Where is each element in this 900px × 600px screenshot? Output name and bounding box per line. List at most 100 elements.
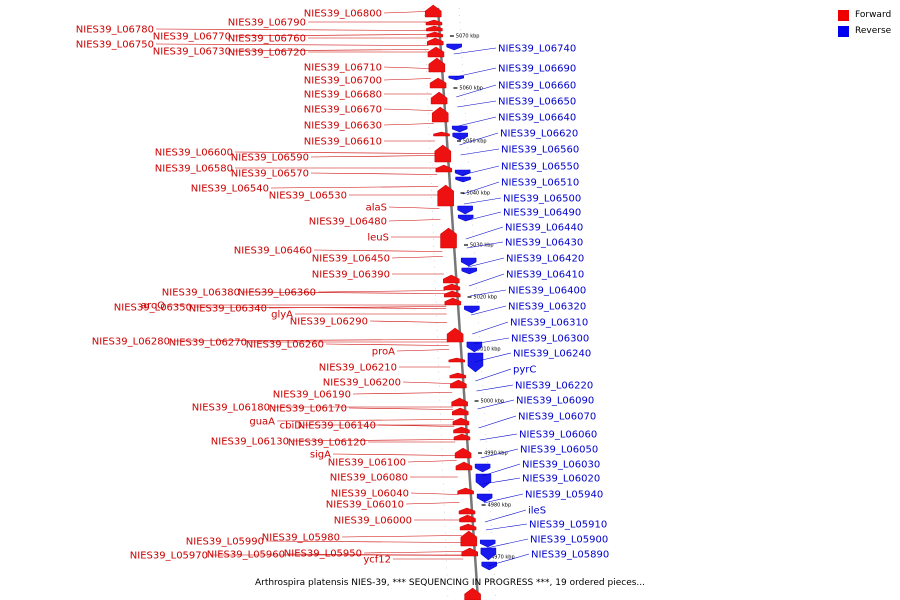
reverse-gene-label[interactable]: NIES39_L06550 bbox=[501, 162, 579, 173]
forward-gene-label[interactable]: NIES39_L06580 bbox=[155, 164, 233, 175]
forward-gene-label[interactable]: NIES39_L06530 bbox=[269, 191, 347, 202]
reverse-gene-label[interactable]: NIES39_L06420 bbox=[506, 254, 584, 265]
reverse-gene-arrow[interactable] bbox=[452, 132, 468, 141]
forward-gene-label[interactable]: NIES39_L05970 bbox=[130, 551, 208, 562]
reverse-gene-label[interactable]: NIES39_L06410 bbox=[506, 270, 584, 281]
reverse-gene-arrow[interactable] bbox=[481, 561, 497, 571]
reverse-gene-label[interactable]: ileS bbox=[528, 506, 546, 517]
reverse-gene-label[interactable]: NIES39_L06740 bbox=[498, 44, 576, 55]
forward-gene-arrow[interactable] bbox=[444, 297, 462, 306]
forward-gene-label[interactable]: NIES39_L06720 bbox=[228, 48, 306, 59]
forward-gene-arrow[interactable] bbox=[434, 144, 452, 163]
reverse-gene-label[interactable]: NIES39_L06430 bbox=[505, 238, 583, 249]
forward-gene-label[interactable]: NIES39_L06270 bbox=[169, 338, 247, 349]
forward-gene-label[interactable]: NIES39_L06540 bbox=[191, 184, 269, 195]
forward-gene-label[interactable]: NIES39_L06140 bbox=[298, 421, 376, 432]
forward-gene-label[interactable]: NIES39_L06750 bbox=[76, 40, 154, 51]
forward-gene-label[interactable]: NIES39_L06180 bbox=[192, 403, 270, 414]
forward-gene-label[interactable]: aroQ bbox=[141, 301, 165, 312]
reverse-gene-label[interactable]: NIES39_L06020 bbox=[522, 474, 600, 485]
forward-gene-arrow[interactable] bbox=[431, 106, 449, 123]
forward-gene-arrow[interactable] bbox=[446, 327, 464, 343]
reverse-gene-label[interactable]: NIES39_L05890 bbox=[531, 550, 609, 561]
forward-gene-arrow[interactable] bbox=[428, 57, 446, 73]
forward-gene-label[interactable]: ycf12 bbox=[363, 555, 391, 566]
reverse-gene-label[interactable]: NIES39_L06310 bbox=[510, 318, 588, 329]
forward-gene-arrow[interactable] bbox=[461, 547, 479, 557]
reverse-gene-label[interactable]: NIES39_L06400 bbox=[508, 286, 586, 297]
forward-gene-label[interactable]: NIES39_L06390 bbox=[312, 270, 390, 281]
reverse-gene-label[interactable]: pyrC bbox=[513, 365, 536, 376]
forward-gene-arrow[interactable] bbox=[460, 530, 478, 547]
forward-gene-label[interactable]: NIES39_L06790 bbox=[228, 18, 306, 29]
reverse-gene-arrow[interactable] bbox=[460, 257, 477, 267]
forward-gene-label[interactable]: NIES39_L06100 bbox=[328, 458, 406, 469]
forward-gene-label[interactable]: NIES39_L06670 bbox=[304, 105, 382, 116]
forward-gene-label[interactable]: NIES39_L06700 bbox=[304, 76, 382, 87]
forward-gene-label[interactable]: NIES39_L06200 bbox=[323, 378, 401, 389]
forward-gene-label[interactable]: NIES39_L06600 bbox=[155, 148, 233, 159]
reverse-gene-label[interactable]: NIES39_L06490 bbox=[503, 208, 581, 219]
reverse-gene-label[interactable]: NIES39_L06090 bbox=[516, 396, 594, 407]
reverse-gene-label[interactable]: NIES39_L06300 bbox=[511, 334, 589, 345]
forward-gene-label[interactable]: proA bbox=[372, 347, 395, 358]
forward-gene-label[interactable]: NIES39_L06760 bbox=[228, 34, 306, 45]
reverse-gene-arrow[interactable] bbox=[467, 352, 484, 373]
reverse-gene-label[interactable]: NIES39_L06240 bbox=[513, 349, 591, 360]
forward-gene-label[interactable]: NIES39_L06290 bbox=[290, 317, 368, 328]
forward-gene-label[interactable]: NIES39_L06730 bbox=[153, 47, 231, 58]
gene-labels[interactable]: NIES39_L06800NIES39_L06790NIES39_L06780N… bbox=[76, 9, 609, 566]
forward-gene-arrow[interactable] bbox=[448, 357, 466, 363]
forward-gene-label[interactable]: NIES39_L06380 bbox=[162, 288, 240, 299]
forward-gene-arrow[interactable] bbox=[459, 514, 476, 523]
reverse-gene-arrow[interactable] bbox=[446, 43, 462, 51]
forward-gene-label[interactable]: NIES39_L05960 bbox=[207, 550, 285, 561]
forward-gene-label[interactable]: NIES39_L05990 bbox=[186, 537, 264, 548]
reverse-gene-arrow[interactable] bbox=[480, 547, 497, 561]
forward-gene-arrow[interactable] bbox=[457, 487, 474, 495]
forward-gene-label[interactable]: NIES39_L06340 bbox=[189, 304, 267, 315]
forward-gene-label[interactable]: NIES39_L06460 bbox=[234, 246, 312, 257]
forward-gene-label[interactable]: NIES39_L06770 bbox=[153, 32, 231, 43]
forward-gene-arrow[interactable] bbox=[443, 274, 460, 284]
reverse-gene-label[interactable]: NIES39_L05910 bbox=[529, 520, 607, 531]
reverse-gene-label[interactable]: NIES39_L06050 bbox=[520, 445, 598, 456]
forward-gene-label[interactable]: NIES39_L06710 bbox=[304, 63, 382, 74]
forward-gene-arrow[interactable] bbox=[440, 227, 457, 249]
forward-gene-label[interactable]: NIES39_L06780 bbox=[76, 25, 154, 36]
forward-gene-label[interactable]: NIES39_L06260 bbox=[246, 340, 324, 351]
reverse-gene-arrow[interactable] bbox=[475, 473, 492, 489]
forward-gene-label[interactable]: NIES39_L06120 bbox=[288, 438, 366, 449]
forward-gene-label[interactable]: guaA bbox=[249, 417, 275, 428]
reverse-gene-arrow[interactable] bbox=[454, 169, 471, 177]
forward-gene-arrow[interactable] bbox=[437, 184, 454, 207]
forward-gene-label[interactable]: NIES39_L06010 bbox=[326, 500, 404, 511]
forward-gene-label[interactable]: NIES39_L06350 bbox=[114, 303, 192, 314]
forward-gene-label[interactable]: NIES39_L05980 bbox=[262, 533, 340, 544]
forward-gene-label[interactable]: NIES39_L06280 bbox=[92, 337, 170, 348]
reverse-gene-label[interactable]: NIES39_L06690 bbox=[498, 64, 576, 75]
reverse-gene-label[interactable]: NIES39_L05940 bbox=[525, 490, 603, 501]
forward-gene-arrow[interactable] bbox=[433, 131, 450, 137]
forward-gene-label[interactable]: NIES39_L06800 bbox=[304, 9, 382, 20]
forward-gene-arrow[interactable] bbox=[430, 91, 448, 105]
reverse-gene-label[interactable]: NIES39_L06320 bbox=[508, 302, 586, 313]
forward-gene-label[interactable]: leuS bbox=[367, 233, 389, 244]
forward-gene-arrow[interactable] bbox=[426, 25, 443, 32]
reverse-gene-label[interactable]: NIES39_L06440 bbox=[505, 223, 583, 234]
forward-gene-arrow[interactable] bbox=[454, 447, 472, 459]
forward-gene-arrow[interactable] bbox=[443, 283, 461, 291]
forward-gene-label[interactable]: NIES39_L06480 bbox=[309, 217, 387, 228]
forward-gene-arrow[interactable] bbox=[435, 164, 453, 173]
reverse-gene-label[interactable]: NIES39_L06030 bbox=[522, 460, 600, 471]
reverse-gene-arrow[interactable] bbox=[457, 214, 474, 222]
forward-gene-arrow[interactable] bbox=[427, 37, 444, 46]
reverse-gene-arrow[interactable] bbox=[451, 125, 468, 133]
forward-gene-arrow[interactable] bbox=[450, 379, 467, 389]
forward-gene-arrow[interactable] bbox=[444, 290, 461, 298]
reverse-gene-arrow[interactable] bbox=[474, 463, 491, 473]
forward-gene-arrow[interactable] bbox=[426, 31, 444, 38]
reverse-gene-label[interactable]: NIES39_L06070 bbox=[518, 412, 596, 423]
forward-gene-arrow[interactable] bbox=[455, 461, 473, 471]
forward-gene-label[interactable]: NIES39_L06450 bbox=[312, 254, 390, 265]
